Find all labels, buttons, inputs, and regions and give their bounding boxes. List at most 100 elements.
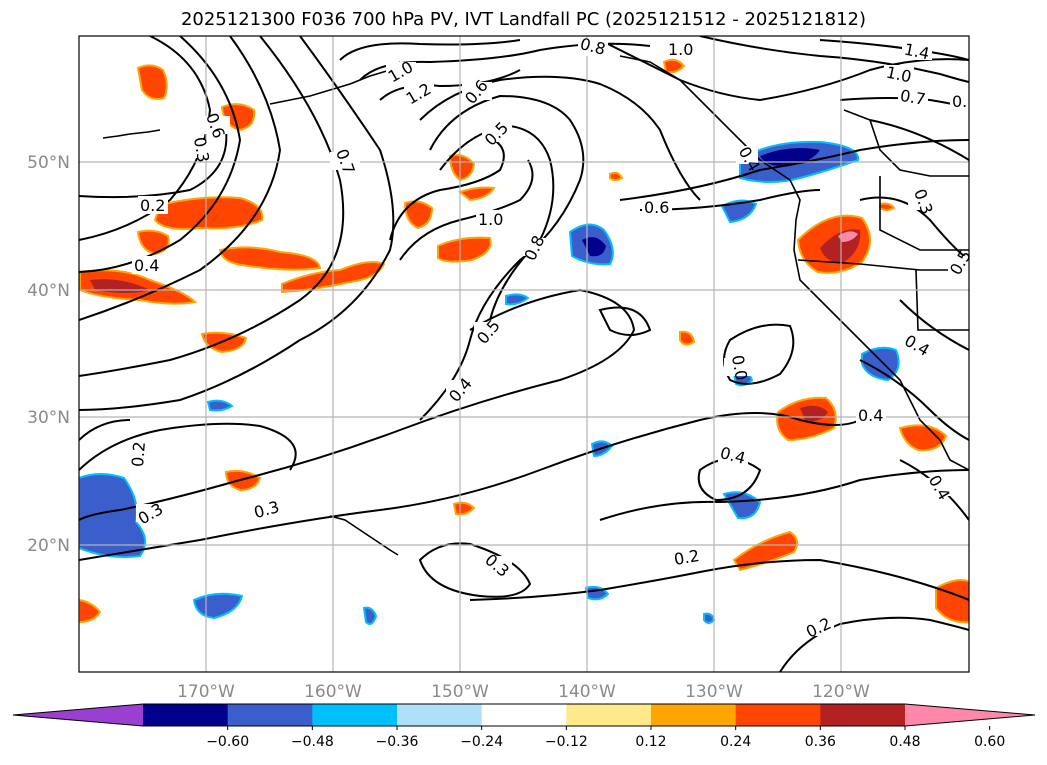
contour-label-bg [884, 65, 914, 83]
colorbar-outline [12, 703, 1036, 727]
contour-line [418, 542, 532, 598]
shade-blob [448, 154, 476, 182]
latitude-labels: 50°N 40°N 30°N 20°N [27, 153, 70, 556]
contour-label-bg [462, 82, 492, 100]
shade-blob-peak [838, 231, 858, 242]
contour-label: 1.4 [902, 40, 931, 64]
contour-label: 0. [952, 92, 967, 111]
lat-label-20n: 20°N [27, 536, 70, 556]
contour-line [379, 69, 521, 101]
contour-label-bg [898, 88, 928, 106]
contour-label-bg [476, 210, 506, 228]
shade-blob [362, 606, 378, 625]
colorbar-extend-low [13, 704, 143, 726]
lon-label-140w: 140°W [558, 682, 616, 702]
contour-line [79, 129, 228, 199]
lon-label-160w: 160°W [304, 682, 362, 702]
contour-line [79, 36, 345, 377]
contour-line [869, 119, 969, 161]
colorbar-tick-label: 0.60 [974, 734, 1005, 750]
contour-label-bg [902, 336, 932, 354]
colorbar-segment [735, 704, 821, 726]
contour-label-bg [474, 322, 504, 340]
contour-line [389, 139, 505, 241]
colorbar-segment [820, 704, 906, 726]
colorbar-tick-label: 0.24 [720, 734, 751, 750]
shade-blob [153, 196, 264, 230]
colorbar-tick-label: 0.36 [805, 734, 836, 750]
colorbar-segment [566, 704, 652, 726]
contour-label-bg [666, 40, 696, 58]
contour-label-bg [950, 92, 969, 110]
contour-label: 1.0 [668, 40, 693, 59]
contour-label-bg [252, 500, 282, 518]
contour-label: 0.7 [899, 86, 927, 109]
contour-label: 0.2 [672, 546, 700, 569]
contour-label-bg [672, 548, 702, 566]
coastlines [102, 55, 969, 556]
contour-line [419, 94, 585, 421]
contour-line [779, 616, 969, 672]
lat-label-50n: 50°N [27, 153, 70, 173]
contour-label-bg [578, 38, 608, 56]
shade-blob [609, 171, 624, 181]
shade-blob [200, 331, 248, 354]
contour-label: 0.3 [190, 135, 213, 163]
contour-line [469, 558, 969, 601]
hawaii-islands [329, 515, 399, 556]
contour-label: 0.4 [134, 256, 159, 275]
shade-blob [403, 200, 434, 230]
state-border [879, 176, 969, 251]
shade-blob [437, 236, 492, 263]
contour-label-bg [446, 380, 476, 398]
contour-line [699, 36, 969, 83]
colorbar-segment [143, 704, 229, 726]
state-border [797, 259, 969, 271]
contour-label: 0.4 [858, 406, 883, 425]
colorbar-tick-label: −0.48 [291, 734, 334, 750]
contour-label-bg [132, 256, 162, 274]
contour-line [79, 288, 636, 521]
north-america-coast [619, 55, 969, 471]
contour-label-bg [482, 556, 512, 574]
contour-line [599, 469, 969, 521]
contour-line [79, 36, 282, 321]
contour-line [79, 36, 395, 411]
contour-label-bg [482, 124, 512, 142]
negative-anomaly-shading [79, 140, 900, 625]
contour-line [899, 299, 969, 351]
colorbar-tick-label: −0.36 [376, 734, 419, 750]
lon-label-120w: 120°W [812, 682, 870, 702]
contour-label-bg [642, 198, 672, 216]
colorbar-extend-high [905, 704, 1035, 726]
shade-blob [136, 64, 168, 100]
colorbar-tick-label: 0.12 [635, 734, 666, 750]
contour-label-bg [724, 358, 754, 376]
shade-blob [662, 58, 686, 74]
colorbar-tick-label: −0.24 [460, 734, 503, 750]
colorbar-tick-label: −0.12 [545, 734, 588, 750]
colorbar [12, 703, 1036, 727]
positive-anomaly-shading [79, 58, 969, 624]
colorbar-tick-label: 0.48 [889, 734, 920, 750]
contour-label-bg [124, 444, 154, 462]
shade-blob [79, 473, 147, 558]
map-frame [78, 35, 970, 673]
contour-label-bg [856, 406, 886, 424]
contour-label-bg [804, 618, 834, 636]
contour-line [79, 412, 861, 561]
contour-line [79, 422, 297, 471]
colorbar-tick-label: −0.60 [206, 734, 249, 750]
contour-label-bg [330, 152, 360, 170]
contour-label: 1.0 [478, 210, 503, 229]
contour-label-bg [404, 84, 434, 102]
shade-blob [79, 598, 102, 624]
colorbar-segment [227, 704, 313, 726]
contour-label: 0.6 [644, 198, 669, 217]
contour-line [859, 359, 969, 441]
contour-line [599, 39, 969, 102]
shade-blob [879, 202, 896, 211]
graticule [79, 36, 969, 672]
shade-blob [206, 399, 234, 412]
